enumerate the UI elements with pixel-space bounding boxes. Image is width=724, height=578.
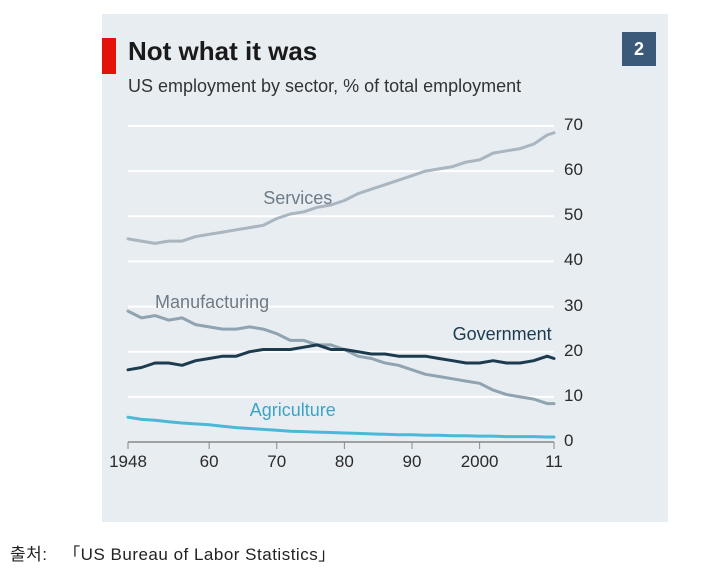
- x-tick-label: 2000: [461, 452, 499, 472]
- chart-number-badge: 2: [622, 32, 656, 66]
- x-tick-label: 60: [200, 452, 219, 472]
- chart-title: Not what it was: [128, 36, 317, 67]
- badge-text: 2: [634, 39, 644, 60]
- y-tick-label: 70: [564, 115, 583, 135]
- accent-tab: [102, 38, 116, 74]
- line-chart-svg: [128, 118, 598, 472]
- agriculture-line: [128, 417, 554, 437]
- chart-subtitle: US employment by sector, % of total empl…: [128, 76, 521, 97]
- plot-area: 010203040506070194860708090200011Service…: [128, 118, 598, 472]
- y-tick-label: 40: [564, 250, 583, 270]
- chart-panel: Not what it was US employment by sector,…: [102, 14, 668, 522]
- y-tick-label: 30: [564, 296, 583, 316]
- x-tick-label: 70: [267, 452, 286, 472]
- x-tick-label: 80: [335, 452, 354, 472]
- y-tick-label: 20: [564, 341, 583, 361]
- x-tick-label: 90: [403, 452, 422, 472]
- source-line: 출처: 「US Bureau of Labor Statistics」: [10, 540, 336, 565]
- services-line: [128, 133, 554, 244]
- x-tick-label: 11: [545, 452, 563, 472]
- x-tick-label: 1948: [109, 452, 147, 472]
- government-line: [128, 345, 554, 370]
- source-text: 「US Bureau of Labor Statistics」: [63, 545, 336, 564]
- source-prefix: 출처:: [10, 545, 48, 564]
- y-tick-label: 60: [564, 160, 583, 180]
- manufacturing-line: [128, 311, 554, 404]
- y-tick-label: 10: [564, 386, 583, 406]
- y-tick-label: 50: [564, 205, 583, 225]
- y-tick-label: 0: [564, 431, 573, 451]
